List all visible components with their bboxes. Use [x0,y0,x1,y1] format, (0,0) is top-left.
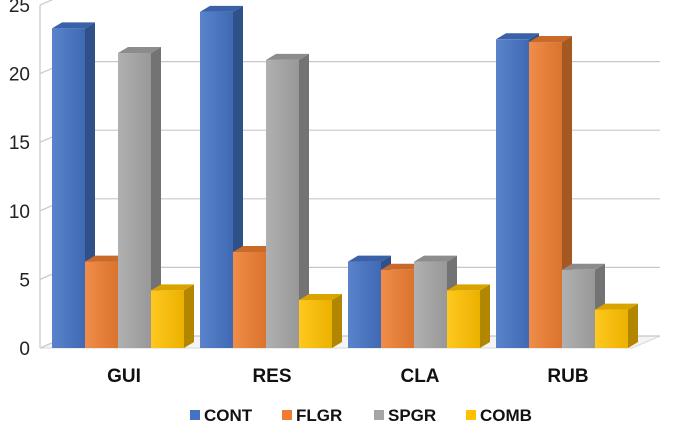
bar-comb-res [299,293,342,348]
legend-swatch-flgr [282,410,292,420]
legend-label-cont: CONT [204,406,253,425]
x-axis: GUI RES CLA RUB [107,366,588,387]
x-tick-label: RUB [547,366,588,387]
y-axis: 0 5 10 15 20 25 [9,0,41,360]
gridline [39,0,54,6]
legend-swatch-comb [466,410,476,420]
legend-label-flgr: FLGR [296,406,342,425]
bars [52,5,638,349]
bar-spgr-gui [118,47,161,349]
bar-comb-rub [595,303,638,348]
y-tick-label: 25 [9,0,30,17]
bar-spgr-res [266,53,309,348]
bar-flgr-rub [529,36,572,348]
legend-label-comb: COMB [480,406,532,425]
y-tick-label: 15 [9,133,30,154]
legend: CONT FLGR SPGR COMB [190,406,532,425]
legend-swatch-cont [190,410,200,420]
y-tick-label: 10 [9,202,30,223]
x-tick-label: CLA [400,366,439,387]
x-tick-label: RES [252,366,291,387]
legend-label-spgr: SPGR [388,406,436,425]
y-tick-label: 0 [19,339,30,360]
y-tick-label: 20 [9,65,30,86]
y-tick-label: 5 [19,270,30,291]
bar-comb-gui [151,284,194,348]
legend-swatch-spgr [374,410,384,420]
x-tick-label: GUI [107,366,141,387]
bar-comb-cla [447,284,490,348]
